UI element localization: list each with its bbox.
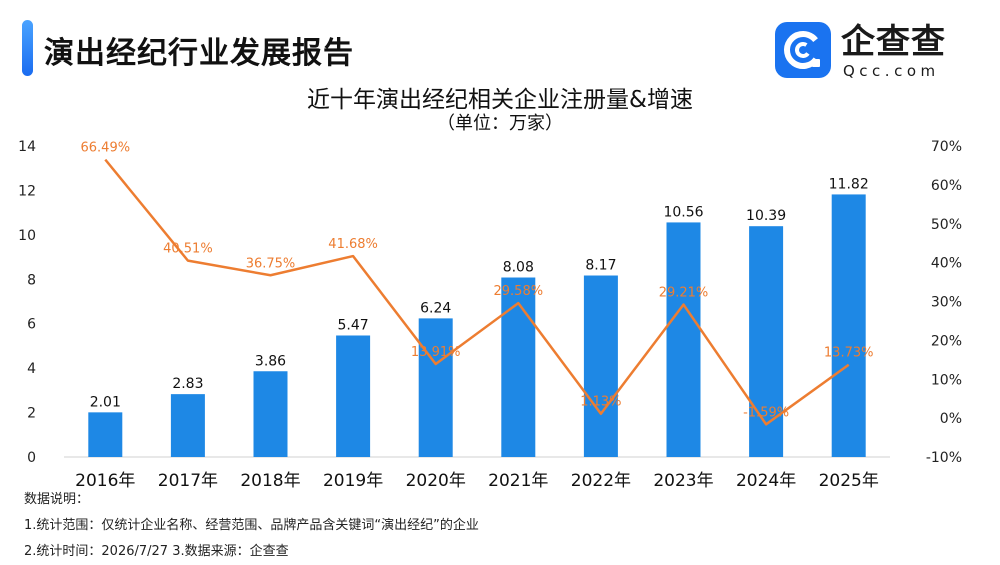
right-axis-tick-label: -10%: [926, 450, 962, 466]
growth-value-label: 29.21%: [659, 286, 709, 301]
right-axis-tick-label: 10%: [931, 372, 962, 388]
growth-line: [104, 158, 850, 426]
data-notes: 数据说明： 1.统计范围：仅统计企业名称、经营范围、品牌产品含关键词“演出经纪”…: [24, 487, 479, 565]
bar-value-label: 8.08: [503, 260, 534, 276]
left-axis-tick-label: 12: [18, 183, 36, 199]
growth-value-label: 41.68%: [328, 237, 378, 252]
bar-value-label: 11.82: [829, 176, 869, 192]
growth-value-label: 13.91%: [411, 345, 461, 360]
left-axis-tick-label: 2: [27, 406, 36, 422]
growth-value-label: 13.73%: [824, 346, 874, 361]
left-axis-tick-label: 8: [27, 272, 36, 288]
right-axis-tick-label: 50%: [931, 217, 962, 233]
bar-value-label: 3.86: [255, 353, 286, 369]
notes-heading: 数据说明：: [24, 492, 90, 507]
bar: [501, 277, 536, 457]
bar-value-label: 5.47: [338, 317, 369, 333]
growth-value-label: 36.75%: [246, 256, 296, 271]
bar-value-label: 10.56: [663, 204, 703, 220]
left-axis-tick-label: 0: [27, 450, 36, 466]
bar-value-label: 2.01: [90, 394, 121, 410]
left-axis-tick-label: 6: [27, 317, 36, 333]
x-axis-category-label: 2022年: [571, 471, 631, 491]
qcc-logo-icon: [775, 22, 831, 78]
bar: [831, 194, 866, 458]
chart-subtitle: （单位：万家）: [437, 113, 563, 134]
bar: [749, 226, 784, 457]
notes-line-1: 1.统计范围：仅统计企业名称、经营范围、品牌产品含关键词“演出经纪”的企业: [24, 518, 479, 533]
bar-value-label: 8.17: [585, 258, 616, 274]
x-axis-category-label: 2018年: [240, 471, 300, 491]
left-axis-tick-label: 10: [18, 228, 36, 244]
bar: [666, 222, 701, 457]
x-axis-category-label: 2025年: [819, 471, 879, 491]
chart-title: 近十年演出经纪相关企业注册量&增速: [307, 87, 693, 113]
right-axis-tick-label: 70%: [931, 139, 962, 155]
bar: [418, 318, 453, 457]
bar-value-label: 10.39: [746, 208, 786, 224]
right-axis-tick-label: 0%: [940, 411, 962, 427]
bar-value-label: 6.24: [420, 300, 451, 316]
left-axis-tick-label: 14: [18, 139, 36, 155]
bar: [88, 412, 123, 457]
growth-value-label: 40.51%: [163, 242, 213, 257]
x-axis-category-label: 2017年: [158, 471, 218, 491]
bar: [253, 371, 288, 457]
x-axis-category-label: 2024年: [736, 471, 796, 491]
growth-value-label: 1.13%: [580, 395, 621, 410]
growth-value-label: 29.58%: [494, 284, 544, 299]
x-axis-category-label: 2019年: [323, 471, 383, 491]
x-axis-category-label: 2023年: [653, 471, 713, 491]
bar-value-label: 2.83: [172, 376, 203, 392]
notes-line-2: 2.统计时间：2026/7/27 3.数据来源：企查查: [24, 544, 289, 559]
bar: [336, 335, 371, 457]
left-axis-tick-label: 4: [27, 361, 36, 377]
x-axis-category-label: 2020年: [406, 471, 466, 491]
right-axis-tick-label: 30%: [931, 295, 962, 311]
right-axis-tick-label: 40%: [931, 256, 962, 272]
growth-value-label: -1.59%: [743, 405, 789, 420]
growth-value-label: 66.49%: [81, 141, 131, 156]
bar: [170, 394, 205, 457]
x-axis-category-label: 2016年: [75, 471, 135, 491]
qcc-logo: 企查查 Qcc.com: [775, 22, 975, 80]
logo-domain: Qcc.com: [843, 62, 940, 80]
page-title: 演出经纪行业发展报告: [44, 36, 354, 71]
right-axis-tick-label: 60%: [931, 178, 962, 194]
logo-text: 企查查: [841, 22, 946, 62]
title-accent-bar: [22, 20, 33, 76]
right-axis-tick-label: 20%: [931, 333, 962, 349]
bar: [583, 275, 618, 457]
x-axis-category-label: 2021年: [488, 471, 548, 491]
